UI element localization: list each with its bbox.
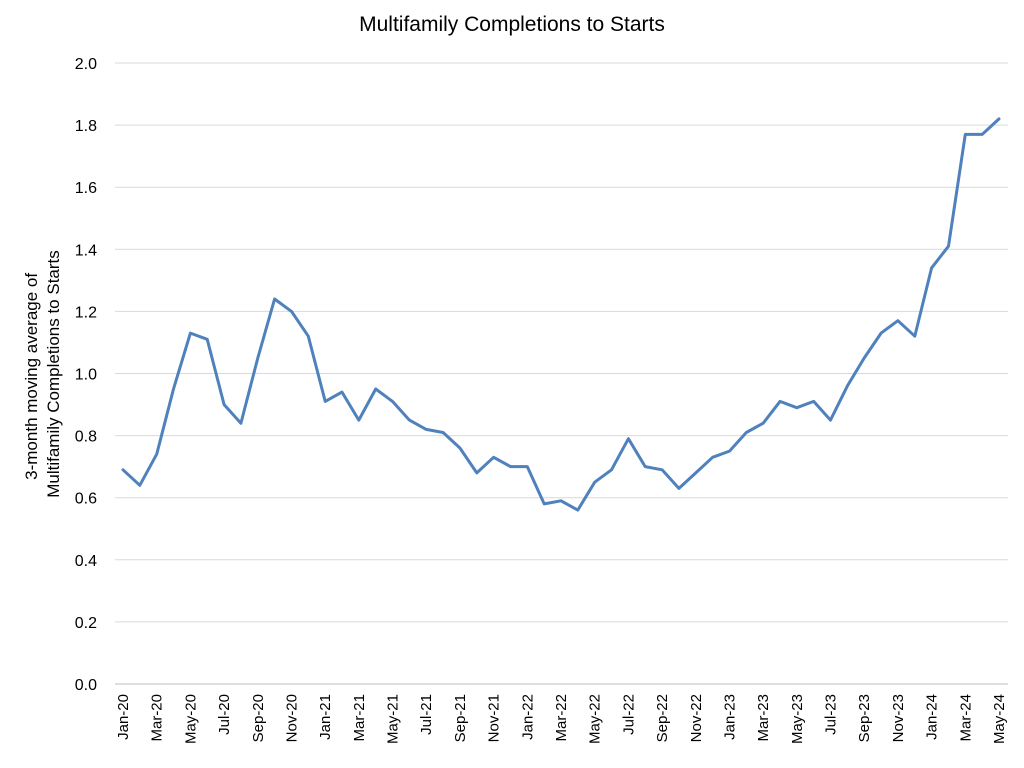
x-tick-label: May-22 (587, 694, 604, 744)
x-tick-label: Sep-22 (654, 694, 671, 742)
x-tick-label: Jan-22 (519, 694, 536, 740)
y-tick-label: 0.4 (75, 553, 97, 570)
gridlines (115, 62, 1008, 623)
y-tick-label: 1.4 (75, 242, 97, 259)
x-tick-label: Mar-23 (755, 694, 772, 742)
x-axis-ticks: Jan-20 Mar-20 May-20 Jul-20 Sep-20 Nov-20 Jan-… (115, 694, 1008, 744)
y-axis-label-line-2: Multifamily Completions to Starts (44, 250, 63, 498)
y-tick-label: 1.6 (75, 180, 97, 197)
y-tick-label: 2.0 (75, 56, 97, 73)
y-tick-label: 0.0 (75, 677, 97, 694)
x-tick-label: Mar-22 (553, 694, 570, 742)
x-tick-label: Jul-22 (620, 694, 637, 735)
y-tick-label: 1.2 (75, 304, 97, 321)
x-tick-label: Sep-21 (452, 694, 469, 742)
x-tick-label: Nov-23 (890, 694, 907, 742)
y-axis-ticks: 0.0 0.2 0.4 0.6 0.8 1.0 1.2 1.4 1.6 1.8 2.0 (75, 56, 97, 694)
x-tick-label: Mar-21 (351, 694, 368, 742)
x-tick-label: Jan-23 (721, 694, 738, 740)
x-tick-label: Nov-22 (688, 694, 705, 742)
y-tick-label: 0.6 (75, 491, 97, 508)
x-tick-label: Mar-20 (149, 694, 166, 742)
x-tick-label: Jan-20 (115, 694, 132, 740)
x-tick-label: Jul-21 (418, 694, 435, 735)
y-tick-label: 1.0 (75, 367, 97, 384)
x-tick-label: Sep-23 (856, 694, 873, 742)
y-tick-label: 0.8 (75, 429, 97, 446)
x-tick-label: May-23 (789, 694, 806, 744)
x-tick-label: Nov-20 (283, 694, 300, 742)
y-tick-label: 1.8 (75, 118, 97, 135)
y-axis-label-line-1: 3-month moving average of (22, 273, 41, 480)
x-tick-label: May-21 (385, 694, 402, 744)
x-tick-label: Sep-20 (250, 694, 267, 742)
y-axis-label: 3-month moving average of Multifamily Co… (22, 250, 63, 498)
series-line (121, 117, 1001, 512)
chart-title: Multifamily Completions to Starts (359, 13, 665, 36)
x-tick-label: Jul-23 (823, 694, 840, 735)
x-tick-label: Nov-21 (486, 694, 503, 742)
y-tick-label: 0.2 (75, 615, 97, 632)
x-tick-label: May-24 (991, 694, 1008, 744)
x-tick-label: Mar-24 (957, 694, 974, 742)
x-tick-label: Jul-20 (216, 694, 233, 735)
x-tick-label: Jan-21 (317, 694, 334, 740)
x-tick-label: Jan-24 (924, 694, 941, 740)
x-tick-label: May-20 (182, 694, 199, 744)
